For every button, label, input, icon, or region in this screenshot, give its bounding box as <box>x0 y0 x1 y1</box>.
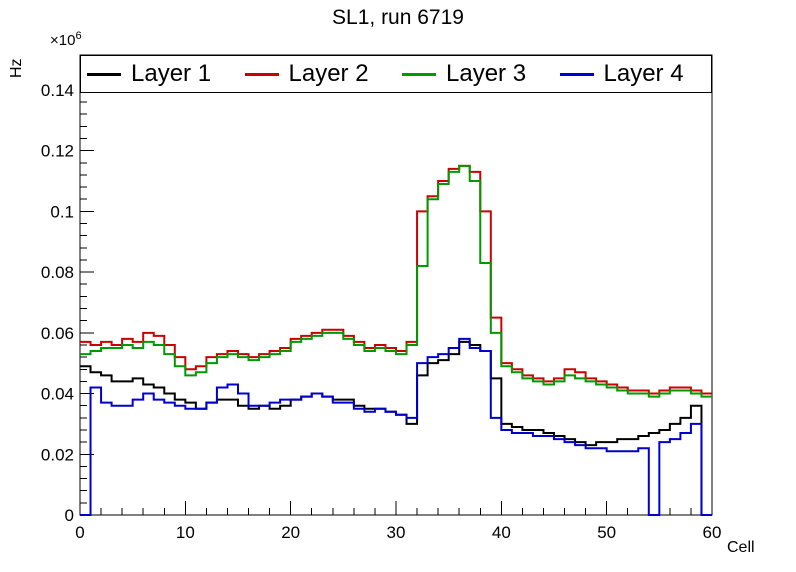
legend-line-sample <box>244 72 279 76</box>
x-tick-label: 50 <box>597 523 616 542</box>
y-tick-label: 0.02 <box>41 445 74 464</box>
x-tick-label: 30 <box>387 523 406 542</box>
series-layer-2 <box>80 164 712 395</box>
legend-label: Layer 3 <box>446 60 527 87</box>
legend-line-sample <box>559 72 594 76</box>
x-tick-label: 40 <box>492 523 511 542</box>
series-layer-4 <box>80 337 712 516</box>
legend-box: Layer 1 Layer 2 Layer 3 Layer 4 <box>80 55 712 93</box>
x-tick-label: 10 <box>176 523 195 542</box>
y-tick-label: 0.1 <box>50 202 74 221</box>
y-tick-label: 0.04 <box>41 385 74 404</box>
legend-entry-4: Layer 4 <box>554 56 712 92</box>
x-tick-label: 20 <box>281 523 300 542</box>
y-exponent-base: ×10 <box>50 32 76 49</box>
series-layer-3 <box>80 164 712 398</box>
series-layer-1 <box>80 340 712 516</box>
y-tick-label: 0.08 <box>41 263 74 282</box>
y-axis-exponent: ×106 <box>50 30 82 49</box>
plot-frame <box>79 54 713 516</box>
legend-entry-2: Layer 2 <box>239 56 397 92</box>
legend-line-sample <box>402 72 436 76</box>
legend-entry-1: Layer 1 <box>81 56 239 92</box>
y-tick-label: 0.06 <box>41 324 74 343</box>
chart-title: SL1, run 6719 <box>332 6 464 29</box>
x-axis-title: Cell <box>727 539 755 556</box>
y-exponent-power: 6 <box>75 30 82 42</box>
legend-label: Layer 4 <box>603 60 684 87</box>
legend-label: Layer 2 <box>288 60 369 87</box>
legend-entry-3: Layer 3 <box>396 56 554 92</box>
legend-line-sample <box>87 72 121 76</box>
y-tick-label: 0.12 <box>41 142 74 161</box>
y-tick-label: 0 <box>65 506 74 525</box>
x-tick-label: 60 <box>703 523 722 542</box>
legend-label: Layer 1 <box>131 60 212 87</box>
x-tick-label: 0 <box>75 523 84 542</box>
y-tick-label: 0.14 <box>41 81 74 100</box>
